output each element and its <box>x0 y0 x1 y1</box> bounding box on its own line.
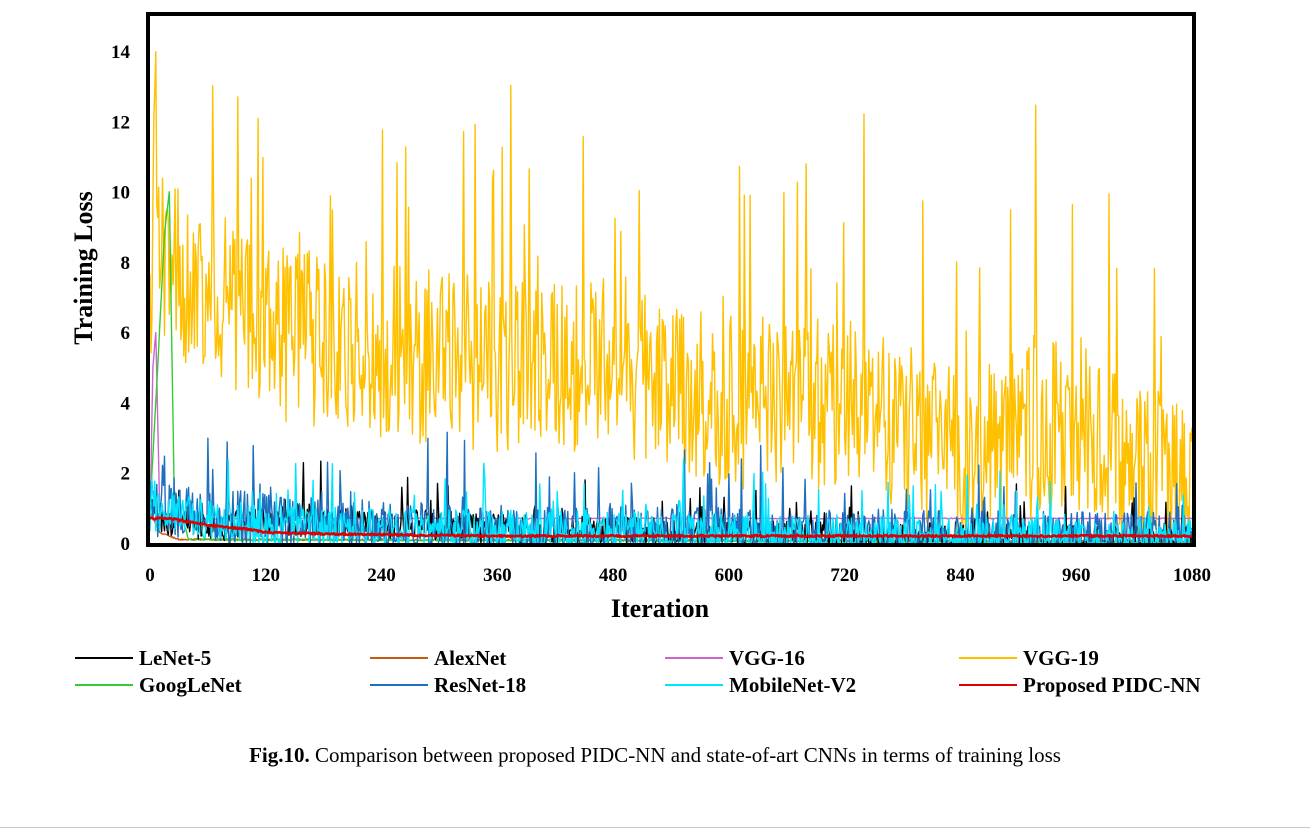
legend-item-mobilenetv2: MobileNet-V2 <box>665 672 856 698</box>
series-line-proposed-pidc-nn <box>148 516 1193 539</box>
legend-swatch-pidcnn <box>959 684 1017 686</box>
y-tick-label: 2 <box>121 464 131 485</box>
legend-swatch-vgg16 <box>665 657 723 659</box>
caption-label: Fig.10. <box>249 743 310 767</box>
y-tick-label: 4 <box>121 393 131 414</box>
y-tick-label: 8 <box>121 253 131 274</box>
legend-label-vgg16: VGG-16 <box>729 645 805 670</box>
legend-label-vgg19: VGG-19 <box>1023 645 1099 670</box>
y-tick-label: 0 <box>121 534 131 555</box>
y-axis-title: Training Loss <box>69 191 98 344</box>
y-tick-label: 6 <box>121 323 131 344</box>
figure-caption: Fig.10. Comparison between proposed PIDC… <box>0 743 1310 768</box>
legend-item-resnet18: ResNet-18 <box>370 672 526 698</box>
legend-item-vgg19: VGG-19 <box>959 645 1099 671</box>
legend-item-lenet5: LeNet-5 <box>75 645 211 671</box>
y-tick-labels: 0 2 4 6 8 10 12 14 <box>111 42 131 555</box>
x-tick-label: 960 <box>1062 565 1091 586</box>
chart: 0 120 240 360 480 600 720 840 960 1080 0 2 4 6 8 10 12 1… <box>69 12 1211 623</box>
y-tick-label: 10 <box>111 183 130 204</box>
legend-item-vgg16: VGG-16 <box>665 645 805 671</box>
legend-label-googlenet: GoogLeNet <box>139 672 242 697</box>
legend-swatch-mobilenetv2 <box>665 684 723 686</box>
legend-item-pidcnn: Proposed PIDC-NN <box>959 672 1201 698</box>
plot-frame <box>146 12 1196 547</box>
legend-swatch-vgg19 <box>959 657 1017 659</box>
legend: LeNet-5 AlexNet VGG-16 VGG-19 GoogLeNet … <box>75 645 1275 701</box>
x-tick-labels: 0 120 240 360 480 600 720 840 960 1080 <box>145 565 1211 586</box>
x-tick-label: 1080 <box>1173 565 1211 586</box>
legend-label-pidcnn: Proposed PIDC-NN <box>1023 672 1201 697</box>
bottom-divider <box>0 827 1310 828</box>
y-tick-label: 12 <box>111 112 130 133</box>
x-tick-label: 720 <box>830 565 859 586</box>
caption-text: Comparison between proposed PIDC-NN and … <box>309 743 1061 767</box>
series-line-vgg-19 <box>149 51 1193 544</box>
y-tick-label: 14 <box>111 42 131 63</box>
x-axis-title: Iteration <box>611 594 710 623</box>
x-tick-label: 360 <box>483 565 512 586</box>
legend-item-alexnet: AlexNet <box>370 645 506 671</box>
x-tick-label: 840 <box>946 565 975 586</box>
legend-swatch-lenet5 <box>75 657 133 659</box>
x-tick-label: 240 <box>367 565 396 586</box>
legend-swatch-googlenet <box>75 684 133 686</box>
x-tick-label: 0 <box>145 565 155 586</box>
legend-label-lenet5: LeNet-5 <box>139 645 212 670</box>
x-tick-label: 120 <box>252 565 281 586</box>
x-tick-label: 600 <box>715 565 744 586</box>
series-layer <box>148 51 1193 544</box>
legend-label-mobilenetv2: MobileNet-V2 <box>729 672 857 697</box>
x-tick-label: 480 <box>599 565 628 586</box>
legend-label-alexnet: AlexNet <box>434 645 507 670</box>
legend-label-resnet18: ResNet-18 <box>434 672 527 697</box>
legend-item-googlenet: GoogLeNet <box>75 672 242 698</box>
legend-swatch-resnet18 <box>370 684 428 686</box>
legend-swatch-alexnet <box>370 657 428 659</box>
